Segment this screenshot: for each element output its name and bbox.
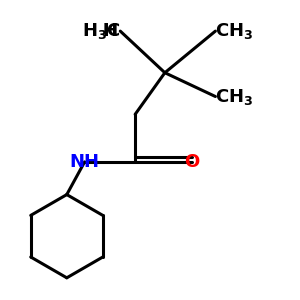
Text: $\mathregular{H_3C}$: $\mathregular{H_3C}$	[82, 21, 120, 41]
Text: $\mathregular{CH_3}$: $\mathregular{CH_3}$	[215, 21, 253, 41]
Text: H: H	[102, 22, 117, 40]
Text: H: H	[102, 22, 117, 40]
Text: O: O	[184, 153, 199, 171]
Text: NH: NH	[70, 153, 100, 171]
Text: $\mathregular{CH_3}$: $\mathregular{CH_3}$	[215, 86, 253, 106]
